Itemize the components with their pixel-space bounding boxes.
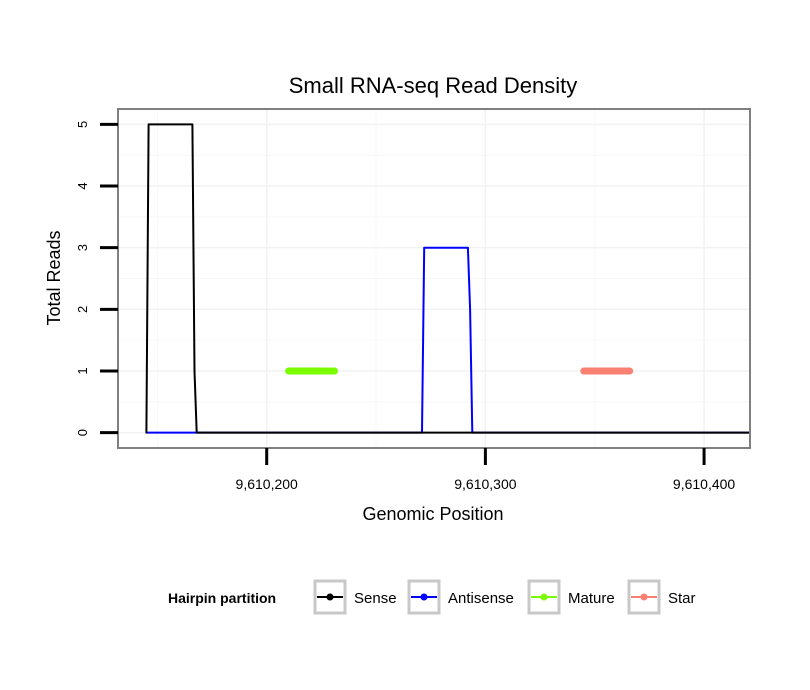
legend-key-point	[326, 593, 334, 601]
series-line-sense	[145, 123, 751, 434]
legend-title: Hairpin partition	[168, 590, 276, 606]
y-tick-label: 3	[75, 244, 90, 251]
legend-label: Sense	[354, 590, 397, 607]
series-layer	[145, 123, 751, 434]
legend-item-star: Star	[627, 579, 696, 615]
y-tick-label: 0	[75, 429, 90, 436]
legend-key-point	[420, 593, 428, 601]
legend-item-antisense: Antisense	[407, 579, 514, 615]
legend-label: Antisense	[448, 590, 514, 607]
panel-border	[117, 108, 751, 449]
legend: Hairpin partition Sense Antisense Mature St…	[168, 579, 696, 615]
x-axis-label: Genomic Position	[362, 504, 503, 524]
y-axis-label: Total Reads	[44, 230, 64, 325]
x-tick-label: 9,610,200	[236, 476, 298, 492]
y-tick-label: 2	[75, 306, 90, 313]
legend-item-mature: Mature	[527, 579, 615, 615]
legend-label: Star	[668, 590, 696, 607]
y-tick-label: 1	[75, 367, 90, 374]
y-tick-label: 5	[75, 121, 90, 128]
plot-panel	[117, 108, 751, 449]
legend-key-point	[540, 593, 548, 601]
grid-lines	[118, 109, 750, 448]
y-tick-label: 4	[75, 182, 90, 189]
x-axis: 9,610,200 9,610,300 9,610,400	[236, 448, 735, 492]
legend-label: Mature	[568, 590, 615, 607]
x-tick-label: 9,610,400	[673, 476, 735, 492]
y-axis: 0 1 2 3 4 5	[75, 121, 118, 436]
legend-items: Sense Antisense Mature Star	[313, 579, 696, 615]
x-tick-label: 9,610,300	[454, 476, 516, 492]
chart-title: Small RNA-seq Read Density	[289, 73, 578, 98]
legend-item-sense: Sense	[313, 579, 397, 615]
legend-key-point	[640, 593, 648, 601]
